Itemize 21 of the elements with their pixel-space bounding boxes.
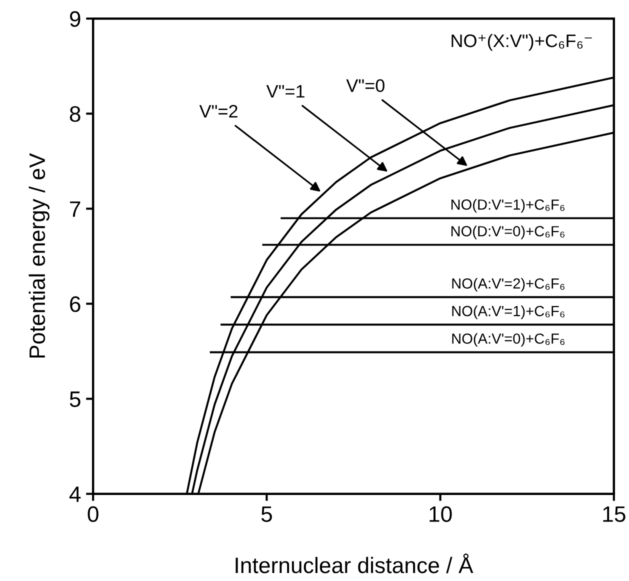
- x-tick-label: 0: [88, 506, 98, 522]
- series-label: NO(A:V'=0)+C₆F₆: [452, 333, 564, 347]
- x-tick-label: 10: [430, 506, 452, 522]
- y-tick-label: 7: [70, 201, 80, 217]
- x-tick-label: 5: [261, 506, 272, 522]
- y-tick-label: 6: [70, 296, 80, 312]
- y-tick-label: 9: [70, 11, 80, 27]
- annotation: V"=1: [266, 85, 304, 98]
- series-label: NO(A:V'=1)+C₆F₆: [452, 306, 564, 320]
- y-tick-label: 8: [70, 106, 80, 122]
- x-tick-label: 15: [603, 506, 626, 522]
- x-axis-title: Internuclear distance / Å: [236, 554, 474, 574]
- series-label: NO(D:V'=0)+C₆F₆: [451, 226, 564, 240]
- y-tick-label: 5: [70, 392, 80, 408]
- series-label: NO(A:V'=2)+C₆F₆: [452, 278, 564, 292]
- annotation: NO⁺(X:V")+C₆F₆⁻: [452, 34, 592, 51]
- series-label: NO(D:V'=1)+C₆F₆: [451, 199, 564, 213]
- y-tick-label: 4: [69, 486, 81, 502]
- annotation: V"=2: [199, 104, 238, 118]
- y-axis-title: Potential energy / eV: [28, 153, 50, 358]
- annotation: V"=0: [346, 79, 384, 92]
